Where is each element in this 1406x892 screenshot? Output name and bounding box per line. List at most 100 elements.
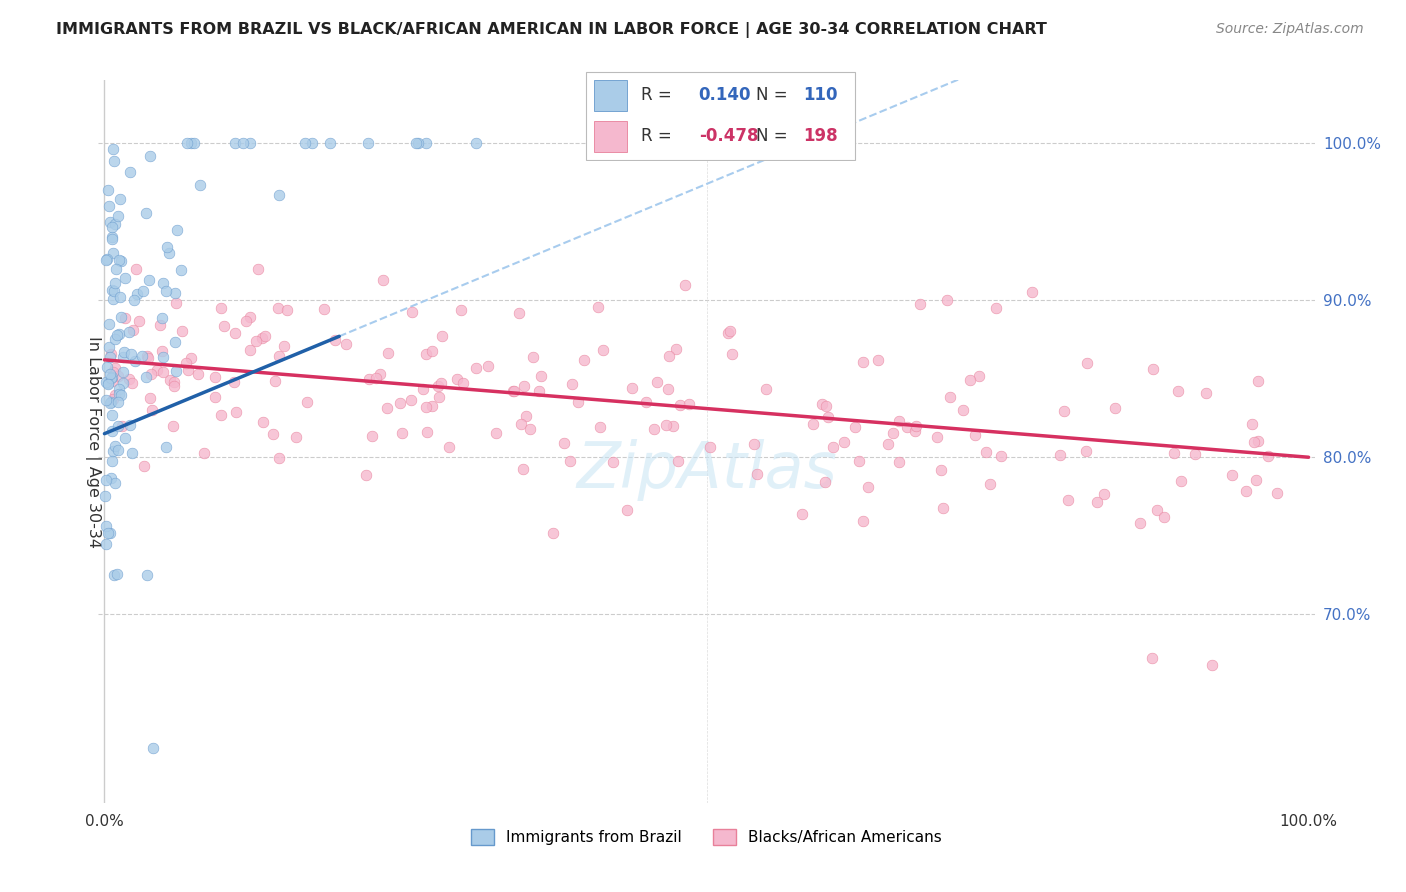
Point [513,379,536,393]
Text: R =: R = [641,127,672,145]
Point [323,333,346,347]
Point [665,342,688,356]
Point [655,418,678,433]
Point [97,376,120,390]
Text: 110: 110 [803,87,838,104]
Point [165,364,187,378]
Point [132,284,155,298]
Point [1142,361,1164,376]
Point [105,566,128,581]
Point [104,217,127,231]
Text: -0.478: -0.478 [699,127,758,145]
Point [110,192,132,206]
Point [817,409,839,424]
Point [135,370,157,384]
Point [155,284,177,298]
Point [1220,468,1243,483]
Point [110,388,132,402]
Point [357,371,380,385]
Point [389,395,412,409]
Point [931,501,953,516]
Point [121,446,143,460]
Point [485,426,508,441]
Point [101,219,124,234]
Point [620,380,643,394]
Point [868,352,890,367]
Point [212,319,235,334]
Point [1167,384,1189,398]
Point [107,419,129,434]
Point [1243,435,1265,450]
Point [427,390,450,404]
Point [1074,443,1097,458]
Point [104,262,127,277]
Legend: Immigrants from Brazil, Blacks/African Americans: Immigrants from Brazil, Blacks/African A… [464,822,949,853]
Point [561,377,583,392]
Point [356,136,378,150]
Point [190,178,212,193]
Point [1140,651,1163,665]
Point [96,375,118,389]
Point [742,437,765,451]
Point [139,368,162,382]
Point [124,354,146,368]
Point [135,349,157,363]
Point [110,310,132,325]
Point [527,384,550,399]
Point [515,409,537,424]
Point [422,344,444,359]
Point [97,376,120,391]
Point [101,142,124,156]
Point [657,382,679,396]
Point [616,503,638,517]
Point [844,419,866,434]
Point [224,326,246,340]
Point [1194,386,1216,401]
Point [96,360,118,375]
Point [375,401,398,415]
Point [952,403,974,417]
Point [848,454,870,468]
Point [235,314,257,328]
Point [887,414,910,428]
FancyBboxPatch shape [586,72,855,160]
Point [446,372,468,386]
Point [1265,486,1288,500]
Point [439,441,461,455]
Point [572,352,595,367]
Point [103,153,125,168]
Point [904,419,927,434]
Point [273,339,295,353]
Point [673,277,696,292]
Point [416,425,439,439]
Point [755,382,778,396]
Point [678,397,700,411]
Point [1021,285,1043,300]
Point [832,434,855,449]
Point [146,363,169,377]
Point [1184,447,1206,461]
Point [107,209,129,223]
Point [114,310,136,325]
Point [666,454,689,468]
Point [1234,483,1257,498]
Point [662,419,685,434]
Point [105,327,128,342]
Point [477,359,499,374]
Point [974,444,997,458]
Point [451,376,474,390]
Point [97,183,120,197]
Point [225,404,247,418]
Point [965,428,987,442]
Point [699,440,721,454]
Point [103,284,125,298]
Point [100,394,122,409]
Point [98,367,121,381]
Point [429,376,451,391]
Point [502,384,524,398]
Point [110,254,132,268]
Point [267,301,290,315]
Point [177,362,200,376]
Point [148,318,170,333]
Point [553,436,575,450]
